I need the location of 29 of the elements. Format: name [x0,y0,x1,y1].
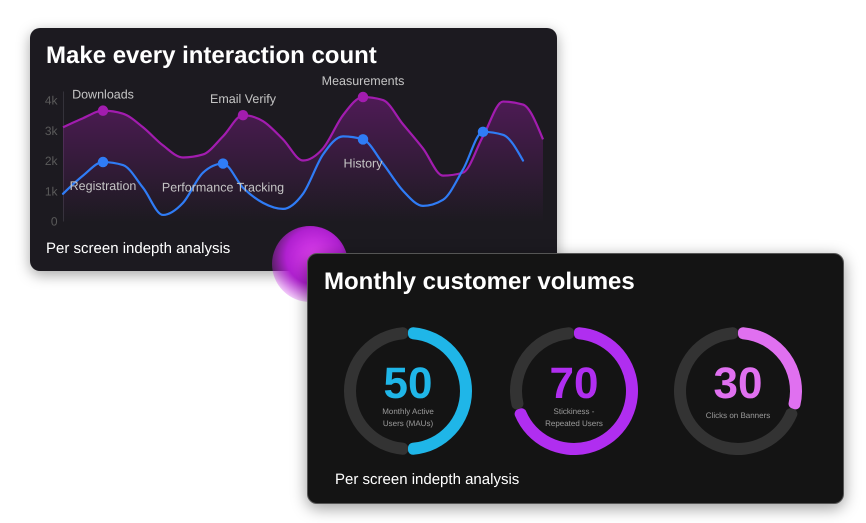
chart-title: Make every interaction count [46,42,377,70]
point [218,158,228,169]
y-tick-label: 0 [50,214,58,228]
annotation: Measurements [322,74,404,88]
point [98,105,108,116]
y-tick-label: 3k [44,124,58,138]
point [238,110,248,120]
annotation: History [344,156,384,170]
donut-slice [674,327,798,455]
annotation: Email Verify [210,92,277,106]
y-tick-label: 1k [44,184,58,198]
annotation: Downloads [72,88,134,102]
data-label: 70 [550,359,598,408]
data-label: 30 [714,359,762,408]
slice-label: Clicks on Banners [706,411,770,420]
slice-label: Monthly Active Users (MAUs) [382,407,434,428]
text: Per screen indepth analysis [46,240,230,257]
annotation: Registration [70,179,136,194]
donut-slice [514,327,638,455]
point [98,156,108,168]
slice-label: Stickiness - Repeated Users [545,407,603,428]
y-tick-label: 4k [44,94,58,108]
y-tick-label: 2k [44,154,58,168]
point [478,126,488,138]
chart-title: Monthly customer volumes [324,268,635,296]
data-label: 50 [384,359,432,408]
point [358,92,368,102]
point [358,134,368,145]
text: Per screen indepth analysis [335,471,520,488]
